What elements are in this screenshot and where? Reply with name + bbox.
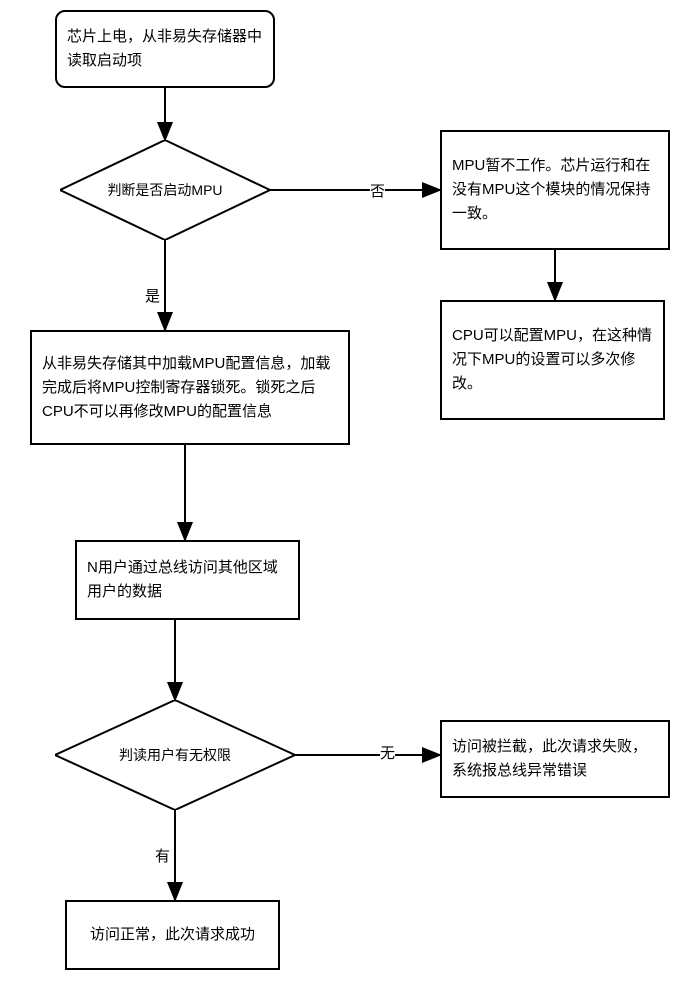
decision-mpu: 判断是否启动MPU <box>60 140 270 240</box>
user-access-box: N用户通过总线访问其他区域用户的数据 <box>75 540 300 620</box>
edge-label-no-2: 无 <box>380 742 395 763</box>
cpu-config-box: CPU可以配置MPU，在这种情况下MPU的设置可以多次修改。 <box>440 300 665 420</box>
mpu-not-work-text: MPU暂不工作。芯片运行和在没有MPU这个模块的情况保持一致。 <box>452 154 658 226</box>
decision-mpu-text: 判断是否启动MPU <box>107 180 222 200</box>
user-access-text: N用户通过总线访问其他区域用户的数据 <box>87 556 288 604</box>
decision-permission-text: 判读用户有无权限 <box>119 745 231 765</box>
cpu-config-text: CPU可以配置MPU，在这种情况下MPU的设置可以多次修改。 <box>452 324 653 396</box>
fail-text: 访问被拦截，此次请求失败，系统报总线异常错误 <box>452 735 658 783</box>
load-config-text: 从非易失存储其中加载MPU配置信息，加载完成后将MPU控制寄存器锁死。锁死之后C… <box>42 352 338 424</box>
edge-label-yes-1: 是 <box>145 285 160 306</box>
edge-label-no-1: 否 <box>370 180 385 201</box>
mpu-not-work-box: MPU暂不工作。芯片运行和在没有MPU这个模块的情况保持一致。 <box>440 130 670 250</box>
start-node: 芯片上电，从非易失存储器中读取启动项 <box>55 10 275 88</box>
load-config-box: 从非易失存储其中加载MPU配置信息，加载完成后将MPU控制寄存器锁死。锁死之后C… <box>30 330 350 445</box>
start-text: 芯片上电，从非易失存储器中读取启动项 <box>67 25 263 73</box>
decision-permission: 判读用户有无权限 <box>55 700 295 810</box>
success-box: 访问正常，此次请求成功 <box>65 900 280 970</box>
success-text: 访问正常，此次请求成功 <box>90 923 255 947</box>
edge-label-yes-2: 有 <box>155 845 170 866</box>
fail-box: 访问被拦截，此次请求失败，系统报总线异常错误 <box>440 720 670 798</box>
